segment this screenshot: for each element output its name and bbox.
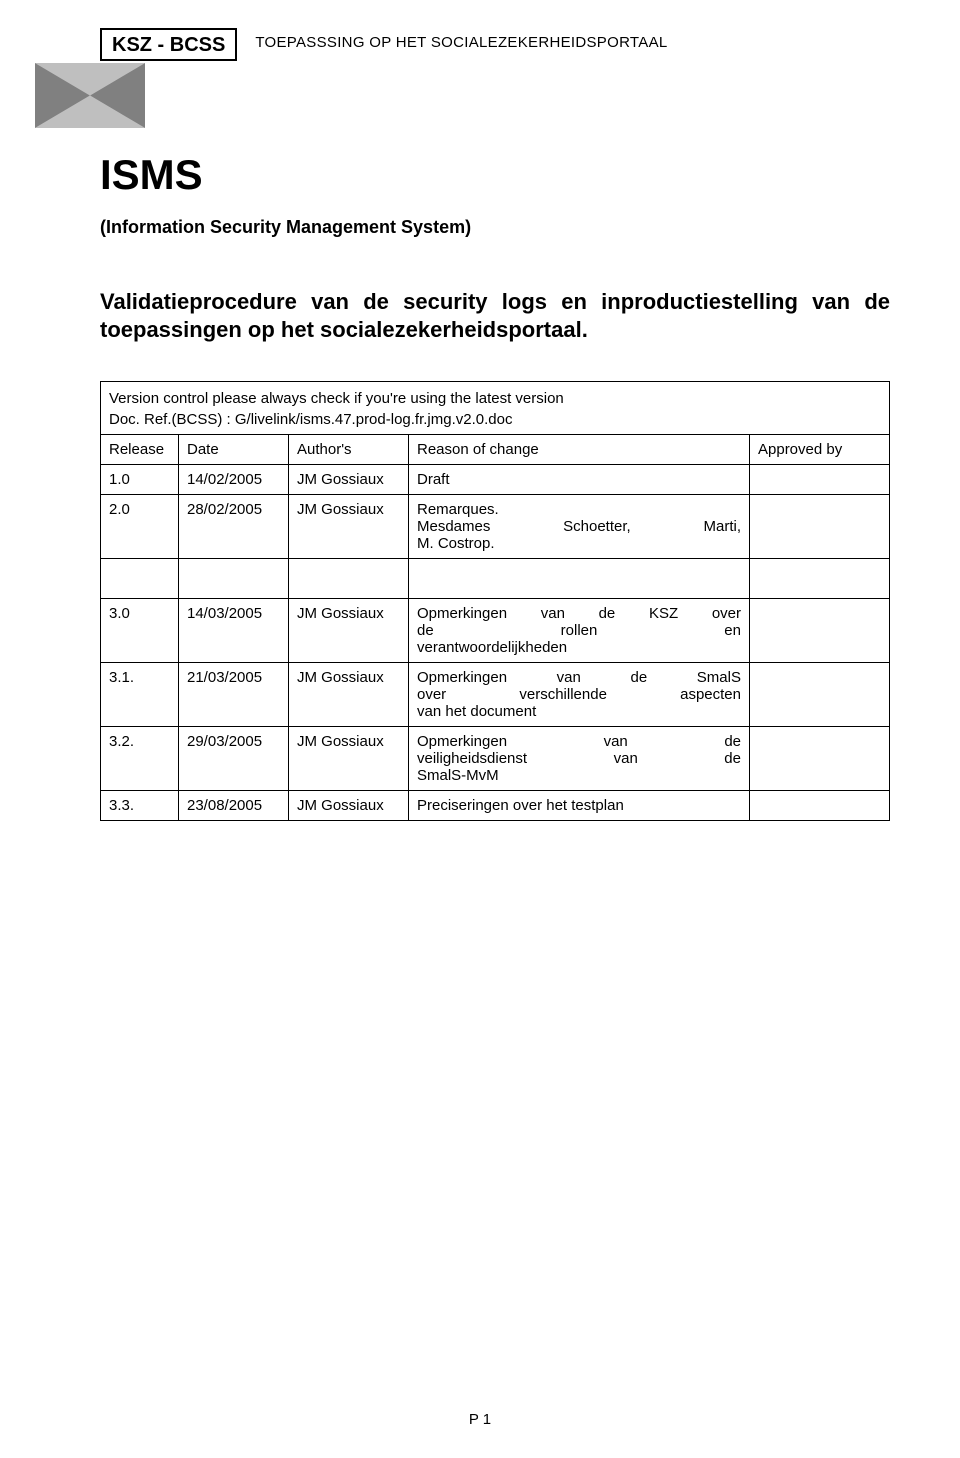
cell-author: JM Gossiaux <box>289 494 409 558</box>
document-page: KSZ - BCSS TOEPASSSING OP HET SOCIALEZEK… <box>0 0 960 1458</box>
reason-line: SmalS-MvM <box>417 767 741 784</box>
cell-author: JM Gossiaux <box>289 598 409 662</box>
col-author: Author's <box>289 434 409 464</box>
table-row: 2.0 28/02/2005 JM Gossiaux Remarques. Me… <box>101 494 890 558</box>
header-title: TOEPASSSING OP HET SOCIALEZEKERHEIDSPORT… <box>255 28 667 51</box>
cell-approved <box>750 464 890 494</box>
col-date: Date <box>179 434 289 464</box>
cell-release: 3.3. <box>101 790 179 820</box>
table-caption-row: Version control please always check if y… <box>101 382 890 435</box>
reason-line: Remarques. <box>417 501 741 518</box>
cell-author: JM Gossiaux <box>289 464 409 494</box>
org-label: KSZ - BCSS <box>112 34 225 56</box>
org-box: KSZ - BCSS <box>100 28 237 61</box>
cell-date: 21/03/2005 <box>179 662 289 726</box>
col-approved: Approved by <box>750 434 890 464</box>
description: Validatieprocedure van de security logs … <box>100 288 890 343</box>
cell-release: 3.2. <box>101 726 179 790</box>
cell-date: 29/03/2005 <box>179 726 289 790</box>
table-header-row: Release Date Author's Reason of change A… <box>101 434 890 464</box>
cell-approved <box>750 494 890 558</box>
reason-line: van het document <box>417 703 741 720</box>
main-title: ISMS <box>100 151 890 199</box>
cell-reason: Preciseringen over het testplan <box>409 790 750 820</box>
table-row: 3.0 14/03/2005 JM Gossiaux Opmerkingen v… <box>101 598 890 662</box>
col-release: Release <box>101 434 179 464</box>
reason-line: Opmerkingen van de SmalS <box>417 669 741 686</box>
caption-line-2: Doc. Ref.(BCSS) : G/livelink/isms.47.pro… <box>109 411 881 428</box>
page-number: P 1 <box>0 1411 960 1428</box>
cell-approved <box>750 790 890 820</box>
reason-line: Opmerkingen van de KSZ over <box>417 605 741 622</box>
cell-reason: Opmerkingen van de KSZ over de rollen en… <box>409 598 750 662</box>
subtitle: (Information Security Management System) <box>100 217 890 238</box>
reason-line: Opmerkingen van de <box>417 733 741 750</box>
cell-approved <box>750 662 890 726</box>
version-control-table: Version control please always check if y… <box>100 381 890 821</box>
table-row: 1.0 14/02/2005 JM Gossiaux Draft <box>101 464 890 494</box>
cell-author: JM Gossiaux <box>289 726 409 790</box>
table-row: 3.3. 23/08/2005 JM Gossiaux Preciseringe… <box>101 790 890 820</box>
cell-approved <box>750 598 890 662</box>
cell-reason: Opmerkingen van de SmalS over verschille… <box>409 662 750 726</box>
reason-line: verantwoordelijkheden <box>417 639 741 656</box>
cell-release: 2.0 <box>101 494 179 558</box>
table-caption: Version control please always check if y… <box>101 382 890 435</box>
col-reason: Reason of change <box>409 434 750 464</box>
cell-reason: Opmerkingen van de veiligheidsdienst van… <box>409 726 750 790</box>
cell-date: 23/08/2005 <box>179 790 289 820</box>
cell-author: JM Gossiaux <box>289 790 409 820</box>
reason-line: over verschillende aspecten <box>417 686 741 703</box>
table-row: 3.2. 29/03/2005 JM Gossiaux Opmerkingen … <box>101 726 890 790</box>
cell-reason: Remarques. Mesdames Schoetter, Marti, M.… <box>409 494 750 558</box>
table-spacer-row <box>101 558 890 598</box>
caption-line-1: Version control please always check if y… <box>109 388 881 411</box>
cell-author: JM Gossiaux <box>289 662 409 726</box>
reason-line: de rollen en <box>417 622 741 639</box>
cell-release: 3.1. <box>101 662 179 726</box>
reason-line: M. Costrop. <box>417 535 741 552</box>
reason-line: veiligheidsdienst van de <box>417 750 741 767</box>
page-header: KSZ - BCSS TOEPASSSING OP HET SOCIALEZEK… <box>100 28 890 61</box>
cell-release: 3.0 <box>101 598 179 662</box>
cell-reason: Draft <box>409 464 750 494</box>
table-row: 3.1. 21/03/2005 JM Gossiaux Opmerkingen … <box>101 662 890 726</box>
reason-line: Mesdames Schoetter, Marti, <box>417 518 741 535</box>
cell-date: 28/02/2005 <box>179 494 289 558</box>
cell-approved <box>750 726 890 790</box>
cell-date: 14/02/2005 <box>179 464 289 494</box>
logo-icon <box>35 63 145 128</box>
cell-release: 1.0 <box>101 464 179 494</box>
cell-date: 14/03/2005 <box>179 598 289 662</box>
